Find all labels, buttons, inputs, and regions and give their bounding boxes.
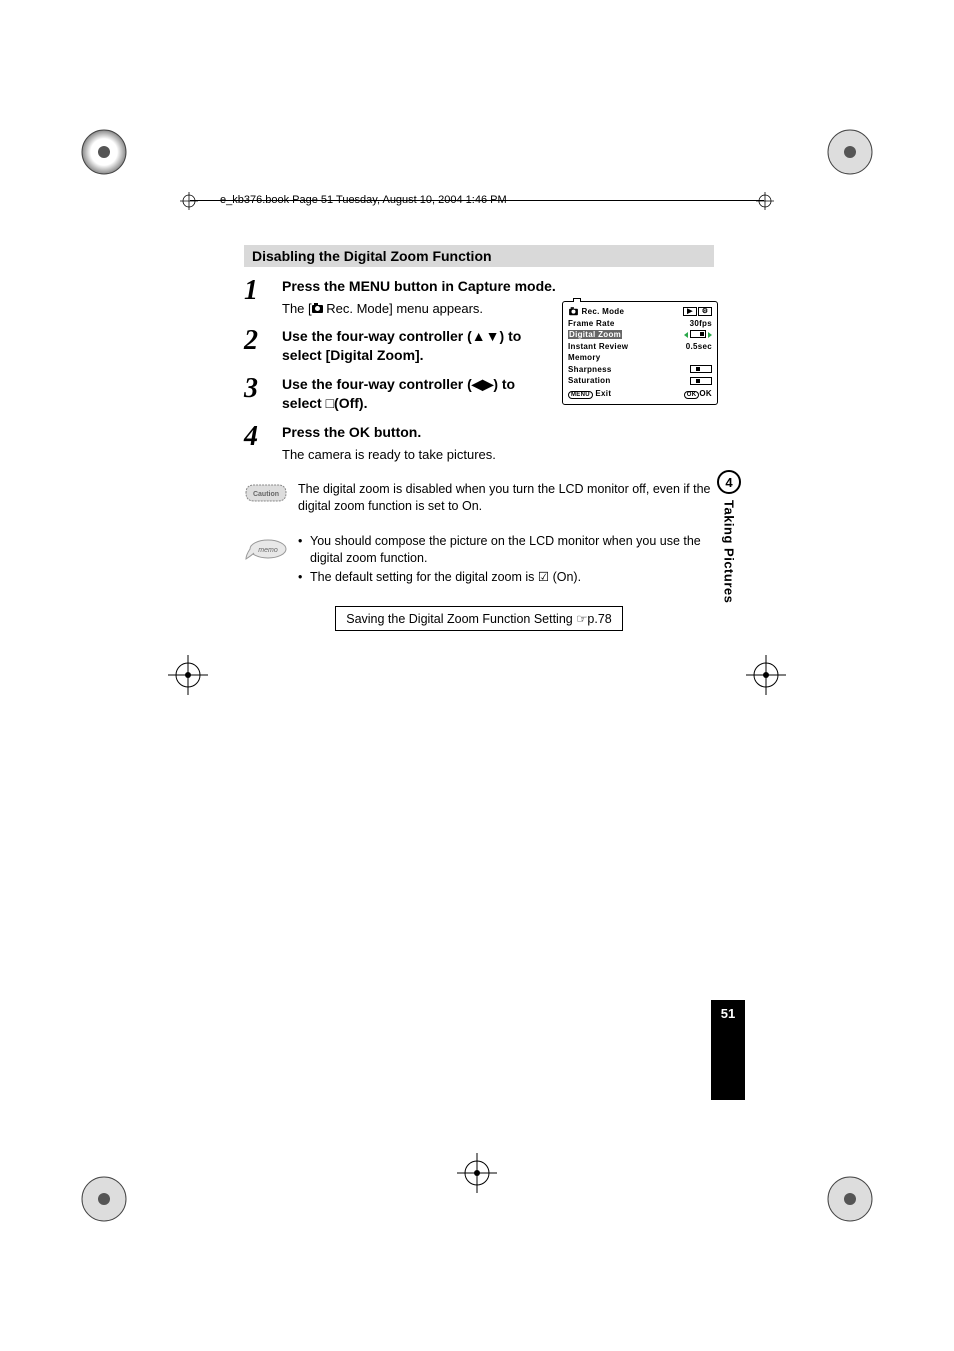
crop-header-text: e_kb376.book Page 51 Tuesday, August 10,… (220, 194, 507, 206)
step-number: 4 (244, 423, 282, 451)
chapter-number: 4 (717, 470, 741, 494)
lcd-row-value: 30fps (690, 319, 712, 328)
regmark-tr (826, 128, 874, 176)
lcd-title: Rec. Mode (582, 307, 625, 316)
slider-icon (690, 377, 712, 385)
crossmark-bottom (457, 1153, 497, 1193)
caution-note: Caution The digital zoom is disabled whe… (244, 481, 714, 515)
lcd-row-label: Instant Review (568, 342, 628, 351)
lcd-row-label: Frame Rate (568, 319, 615, 328)
step-number: 2 (244, 327, 282, 355)
ok-button-label: OK (684, 391, 700, 399)
caution-text: The digital zoom is disabled when you tu… (298, 481, 714, 515)
memo-item: The default setting for the digital zoom… (298, 569, 714, 586)
left-arrow-icon (684, 332, 688, 338)
lcd-row-label: Digital Zoom (568, 330, 622, 339)
camera-icon (312, 305, 323, 313)
memo-text: You should compose the picture on the LC… (298, 533, 714, 588)
crop-header-row: e_kb376.book Page 51 Tuesday, August 10,… (190, 200, 764, 224)
chapter-tab: 4 Taking Pictures (713, 470, 745, 603)
caution-icon: Caution (244, 481, 288, 505)
svg-text:memo: memo (258, 547, 278, 554)
page-number: 51 (711, 1000, 745, 1021)
step-2: 2 Use the four-way controller (▲▼) to se… (244, 327, 544, 365)
toggle-off-icon (690, 330, 706, 338)
lcd-row-label: Sharpness (568, 365, 612, 374)
memo-item: You should compose the picture on the LC… (298, 533, 714, 567)
regmark-tl (80, 128, 128, 176)
regmark-bl (80, 1175, 128, 1223)
lcd-row-value: 0.5sec (686, 342, 712, 351)
crossmark-left (168, 655, 208, 695)
step-number: 3 (244, 375, 282, 403)
menu-button-label: MENU (568, 391, 593, 399)
lcd-row-label: Memory (568, 353, 600, 362)
step-title: Press the OK button. (282, 423, 714, 442)
lcd-exit-label: Exit (595, 389, 611, 398)
chapter-label: Taking Pictures (722, 500, 737, 603)
page-content: Disabling the Digital Zoom Function 1 Pr… (244, 245, 714, 631)
lcd-row-label: Saturation (568, 376, 611, 385)
camera-icon (569, 309, 578, 315)
lcd-preview: Rec. Mode ▶⚙ Frame Rate 30fps Digital Zoo… (562, 301, 718, 405)
step-title: Use the four-way controller (▲▼) to sele… (282, 327, 544, 365)
right-arrow-icon (708, 332, 712, 338)
step-title: Use the four-way controller (◀▶) to sele… (282, 375, 544, 413)
svg-text:Caution: Caution (253, 491, 279, 498)
slider-icon (690, 365, 712, 373)
step-number: 1 (244, 277, 282, 305)
memo-icon: memo (244, 533, 288, 561)
step-desc: The camera is ready to take pictures. (282, 446, 714, 464)
step-3: 3 Use the four-way controller (◀▶) to se… (244, 375, 544, 413)
lcd-ok-label: OK (699, 389, 712, 398)
page-number-block: 51 (711, 1000, 745, 1100)
cross-reference-box: Saving the Digital Zoom Function Setting… (335, 606, 623, 631)
crossmark-right (746, 655, 786, 695)
memo-note: memo You should compose the picture on t… (244, 533, 714, 588)
section-subheading: Disabling the Digital Zoom Function (244, 245, 714, 267)
step-title: Press the MENU button in Capture mode. (282, 277, 714, 296)
regmark-br (826, 1175, 874, 1223)
lcd-tabs: ▶⚙ (683, 307, 712, 316)
step-4: 4 Press the OK button. The camera is rea… (244, 423, 714, 463)
